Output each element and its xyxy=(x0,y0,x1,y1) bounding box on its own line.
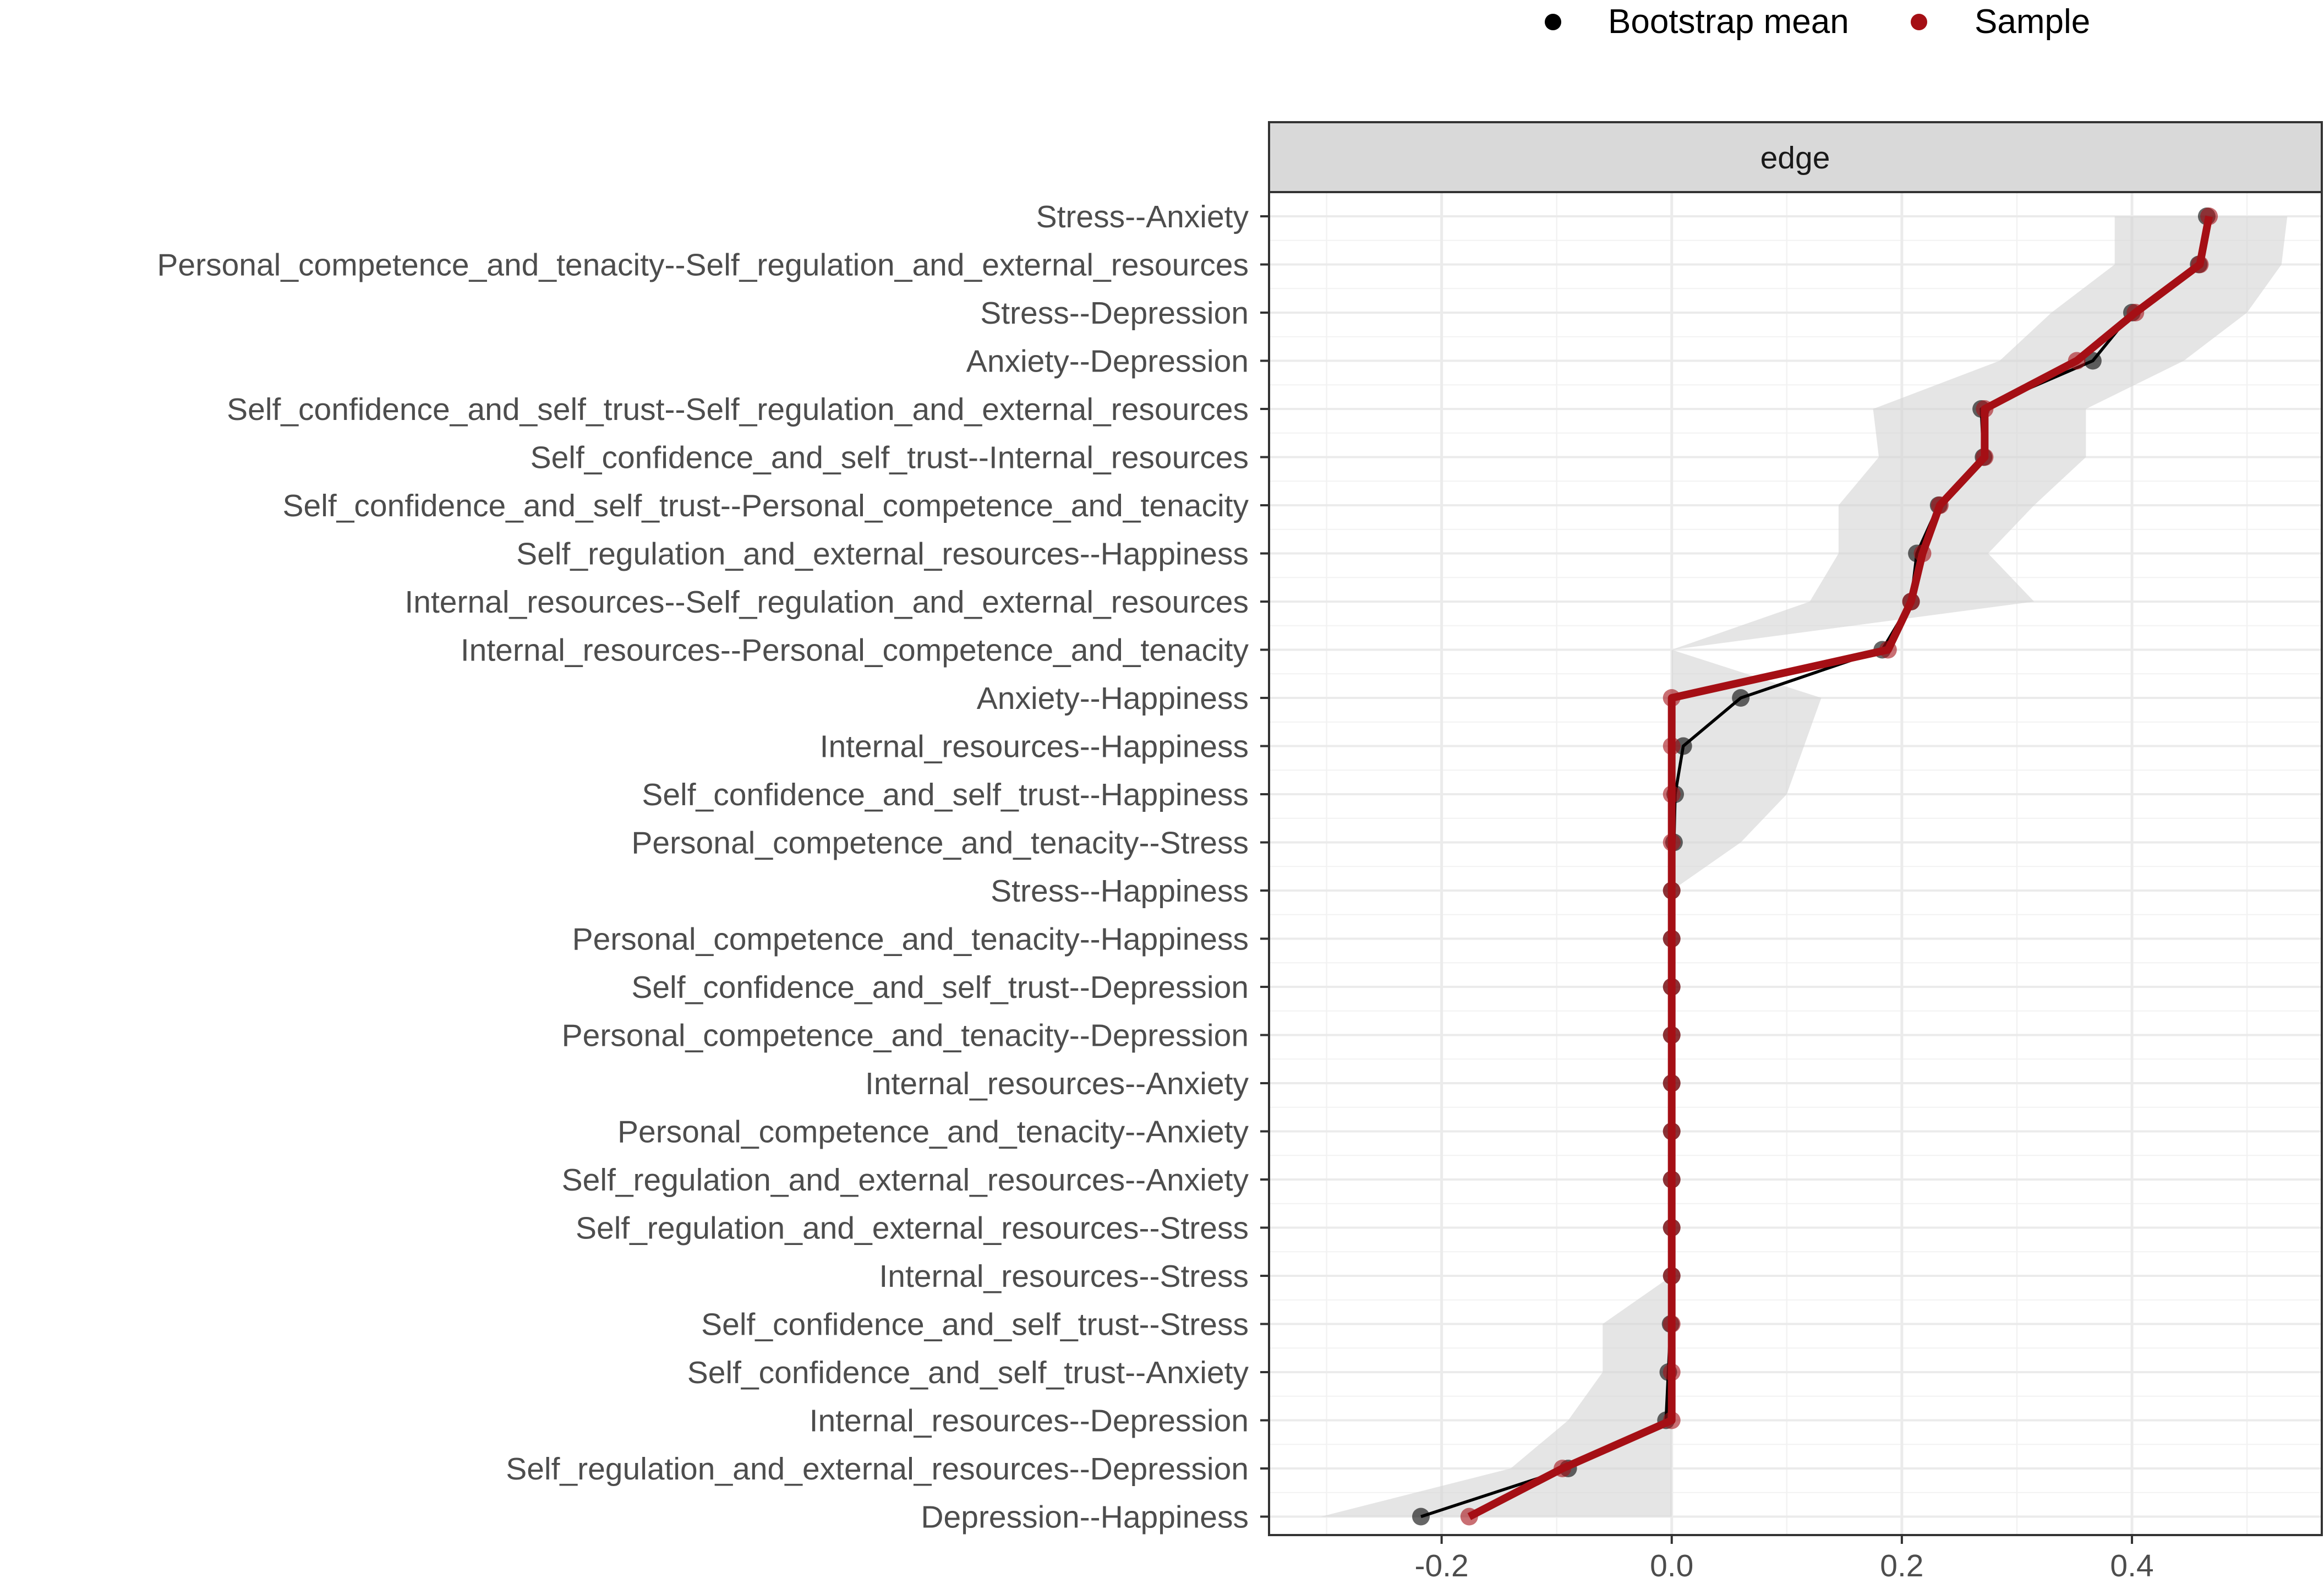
x-tick-label: 0.2 xyxy=(1880,1548,1923,1583)
y-tick-label: Self_confidence_and_self_trust--Internal… xyxy=(531,440,1249,476)
facet-strip: edge xyxy=(1268,121,2323,193)
point-sample xyxy=(1663,882,1681,899)
y-tick-label: Personal_competence_and_tenacity--Self_r… xyxy=(157,248,1249,283)
facet-strip-background xyxy=(1268,121,2323,193)
y-tick-label: Internal_resources--Stress xyxy=(879,1259,1249,1294)
y-tick-label: Personal_competence_and_tenacity--Stress xyxy=(631,826,1249,861)
point-sample xyxy=(1902,593,1920,610)
ci-band-area xyxy=(1321,216,2288,1517)
confidence-band xyxy=(1321,216,2288,1517)
y-tick-label: Internal_resources--Depression xyxy=(810,1404,1249,1439)
point-sample xyxy=(1663,1074,1681,1092)
point-sample xyxy=(1460,1508,1478,1526)
point-sample xyxy=(1663,1267,1681,1285)
legend: Bootstrap mean Sample xyxy=(1545,3,2090,41)
y-tick-label: Self_confidence_and_self_trust--Anxiety xyxy=(687,1355,1249,1390)
panel-background xyxy=(1269,192,2322,1535)
series-sample xyxy=(1460,208,2218,1526)
y-tick-label: Internal_resources--Self_regulation_and_… xyxy=(404,585,1249,620)
point-sample xyxy=(1663,1315,1681,1333)
point-sample xyxy=(2068,352,2086,370)
y-tick-label: Self_regulation_and_external_resources--… xyxy=(506,1451,1249,1487)
y-tick-label: Internal_resources--Happiness xyxy=(820,729,1249,765)
y-tick-label: Self_confidence_and_self_trust--Self_reg… xyxy=(227,392,1249,427)
legend-marker-sample xyxy=(1911,14,1927,30)
point-bootstrap xyxy=(2084,352,2102,370)
point-sample xyxy=(1663,689,1681,707)
y-tick-label: Self_regulation_and_external_resources--… xyxy=(576,1211,1249,1246)
y-tick-label: Self_confidence_and_self_trust--Depressi… xyxy=(631,970,1249,1005)
point-sample xyxy=(1976,448,1994,466)
x-tick-label: -0.2 xyxy=(1414,1548,1468,1583)
y-tick-label: Self_regulation_and_external_resources--… xyxy=(562,1162,1249,1198)
point-sample xyxy=(1976,400,1994,418)
x-tick-label: 0.4 xyxy=(2110,1548,2153,1583)
point-bootstrap xyxy=(1732,689,1750,707)
y-tick-label: Stress--Happiness xyxy=(991,873,1249,909)
legend-label-sample: Sample xyxy=(1975,3,2090,41)
y-tick-label: Internal_resources--Anxiety xyxy=(865,1066,1249,1101)
y-tick-label: Anxiety--Happiness xyxy=(977,681,1249,716)
y-tick-label: Personal_competence_and_tenacity--Happin… xyxy=(572,922,1249,957)
y-axis: Stress--Anxiety Personal_competence_and_t… xyxy=(157,199,1269,1535)
x-tick-label: 0.0 xyxy=(1650,1548,1693,1583)
point-sample xyxy=(1931,496,1949,514)
point-sample xyxy=(1913,544,1932,563)
point-sample xyxy=(2200,208,2218,225)
point-sample xyxy=(1554,1460,1572,1477)
point-sample xyxy=(1663,930,1681,948)
point-sample xyxy=(1663,978,1681,996)
facet-label: edge xyxy=(1760,140,1830,176)
plot-panel xyxy=(1268,191,2323,1536)
point-sample xyxy=(1879,641,1897,659)
point-sample xyxy=(2191,255,2209,274)
point-bootstrap xyxy=(1412,1508,1430,1526)
point-sample xyxy=(1663,1171,1681,1188)
series-line-sample xyxy=(1467,215,2213,1520)
point-sample xyxy=(1663,1122,1681,1140)
panel-border xyxy=(1268,191,2323,1536)
y-tick-label: Depression--Happiness xyxy=(921,1500,1249,1535)
y-tick-label: Internal_resources--Personal_competence_… xyxy=(461,633,1249,668)
y-tick-label: Anxiety--Depression xyxy=(966,344,1249,379)
y-tick-label: Self_confidence_and_self_trust--Happines… xyxy=(642,777,1249,812)
y-tick-label: Self_confidence_and_self_trust--Stress xyxy=(701,1307,1249,1342)
y-tick-label: Personal_competence_and_tenacity--Anxiet… xyxy=(617,1115,1249,1150)
point-sample xyxy=(1663,737,1681,755)
legend-label-bootstrap: Bootstrap mean xyxy=(1608,3,1849,41)
y-tick-label: Personal_competence_and_tenacity--Depres… xyxy=(562,1018,1249,1053)
point-sample xyxy=(1663,1219,1681,1237)
y-tick-label: Self_regulation_and_external_resources--… xyxy=(516,537,1249,572)
y-tick-label: Stress--Anxiety xyxy=(1036,199,1249,234)
point-sample xyxy=(1663,833,1681,851)
y-tick-label: Self_confidence_and_self_trust--Personal… xyxy=(283,488,1249,523)
point-sample xyxy=(1663,1026,1681,1044)
point-sample xyxy=(1663,785,1681,803)
point-sample xyxy=(2126,304,2145,321)
x-axis: -0.2 0.0 0.2 0.4 xyxy=(1414,1535,2154,1583)
point-sample xyxy=(1663,1363,1681,1381)
y-tick-label: Stress--Depression xyxy=(980,296,1249,331)
point-sample xyxy=(1663,1411,1681,1429)
legend-marker-bootstrap xyxy=(1545,14,1561,30)
